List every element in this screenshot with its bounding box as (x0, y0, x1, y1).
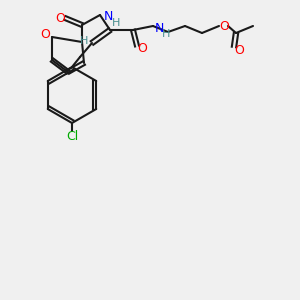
Text: N: N (154, 22, 164, 34)
Text: O: O (219, 20, 229, 32)
Text: O: O (137, 43, 147, 56)
Text: O: O (40, 28, 50, 41)
Text: H: H (162, 29, 170, 39)
Text: O: O (55, 11, 65, 25)
Text: Cl: Cl (66, 130, 78, 143)
Text: N: N (103, 11, 113, 23)
Text: H: H (112, 18, 120, 28)
Text: O: O (234, 44, 244, 56)
Text: H: H (80, 36, 88, 46)
